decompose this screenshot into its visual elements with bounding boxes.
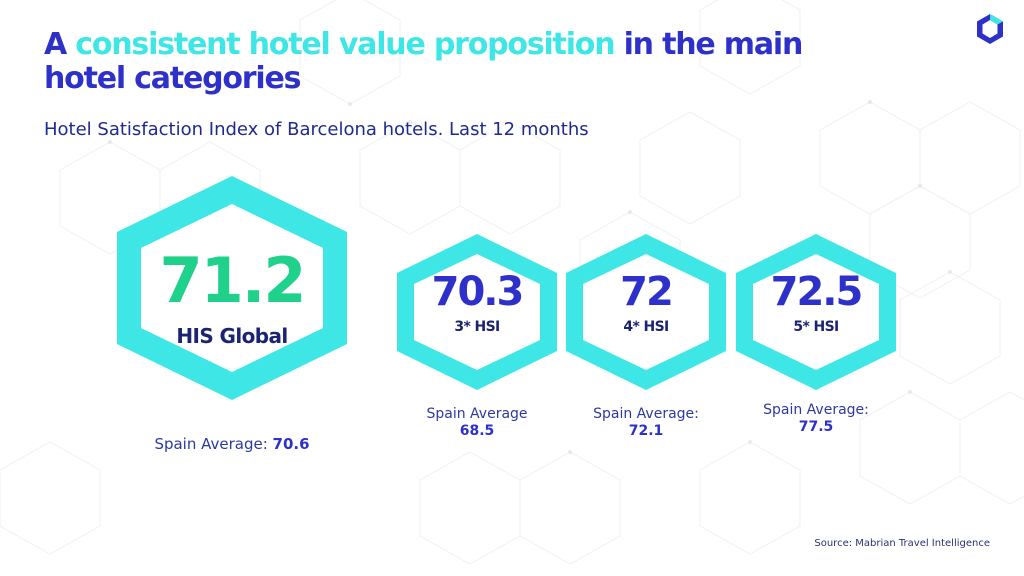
title-prefix: A [44, 27, 76, 62]
avg-value: 70.6 [272, 435, 310, 453]
spain-average-global: Spain Average: 70.6 [117, 436, 347, 453]
metric-value: 72.5 [770, 269, 864, 315]
hexagon-frame-icon [736, 234, 896, 390]
avg-label: Spain Average: [593, 406, 699, 422]
avg-value: 68.5 [459, 423, 495, 439]
metric-value: 70.3 [431, 269, 525, 315]
title-suffix-line2: hotel categories [44, 61, 301, 96]
spain-average-4-star: Spain Average: 72.1 [566, 406, 726, 440]
metric-card-global: 71.2 HIS Global [117, 176, 347, 400]
avg-label: Spain Average: [763, 402, 869, 418]
metric-value: 71.2 [159, 244, 307, 317]
metric-card-3-star: 70.3 3* HSI [397, 234, 557, 390]
metric-label: 4* HSI [623, 319, 669, 335]
avg-label: Spain Average: [154, 435, 268, 453]
page-subtitle: Hotel Satisfaction Index of Barcelona ho… [44, 119, 589, 140]
title-highlight: consistent hotel value proposition [75, 27, 615, 62]
page-title: A consistent hotel value proposition in … [44, 28, 924, 96]
metric-card-5-star: 72.5 5* HSI [736, 234, 896, 390]
avg-label: Spain Average [426, 406, 528, 422]
hexagon-frame-icon [397, 234, 557, 390]
metric-label: 5* HSI [793, 319, 839, 335]
avg-value: 77.5 [798, 419, 834, 435]
metric-label: 3* HSI [454, 319, 500, 335]
hexagon-frame-icon [117, 176, 347, 400]
hexagon-logo-icon [977, 14, 1003, 44]
metric-label: HIS Global [176, 324, 288, 348]
metric-value: 72 [620, 269, 674, 315]
spain-average-5-star: Spain Average: 77.5 [736, 402, 896, 436]
hexagon-frame-icon [566, 234, 726, 390]
title-suffix-line1: in the main [614, 27, 804, 62]
spain-average-3-star: Spain Average 68.5 [397, 406, 557, 440]
metric-card-4-star: 72 4* HSI [566, 234, 726, 390]
source-note: Source: Mabrian Travel Intelligence [814, 538, 990, 549]
avg-value: 72.1 [628, 423, 664, 439]
